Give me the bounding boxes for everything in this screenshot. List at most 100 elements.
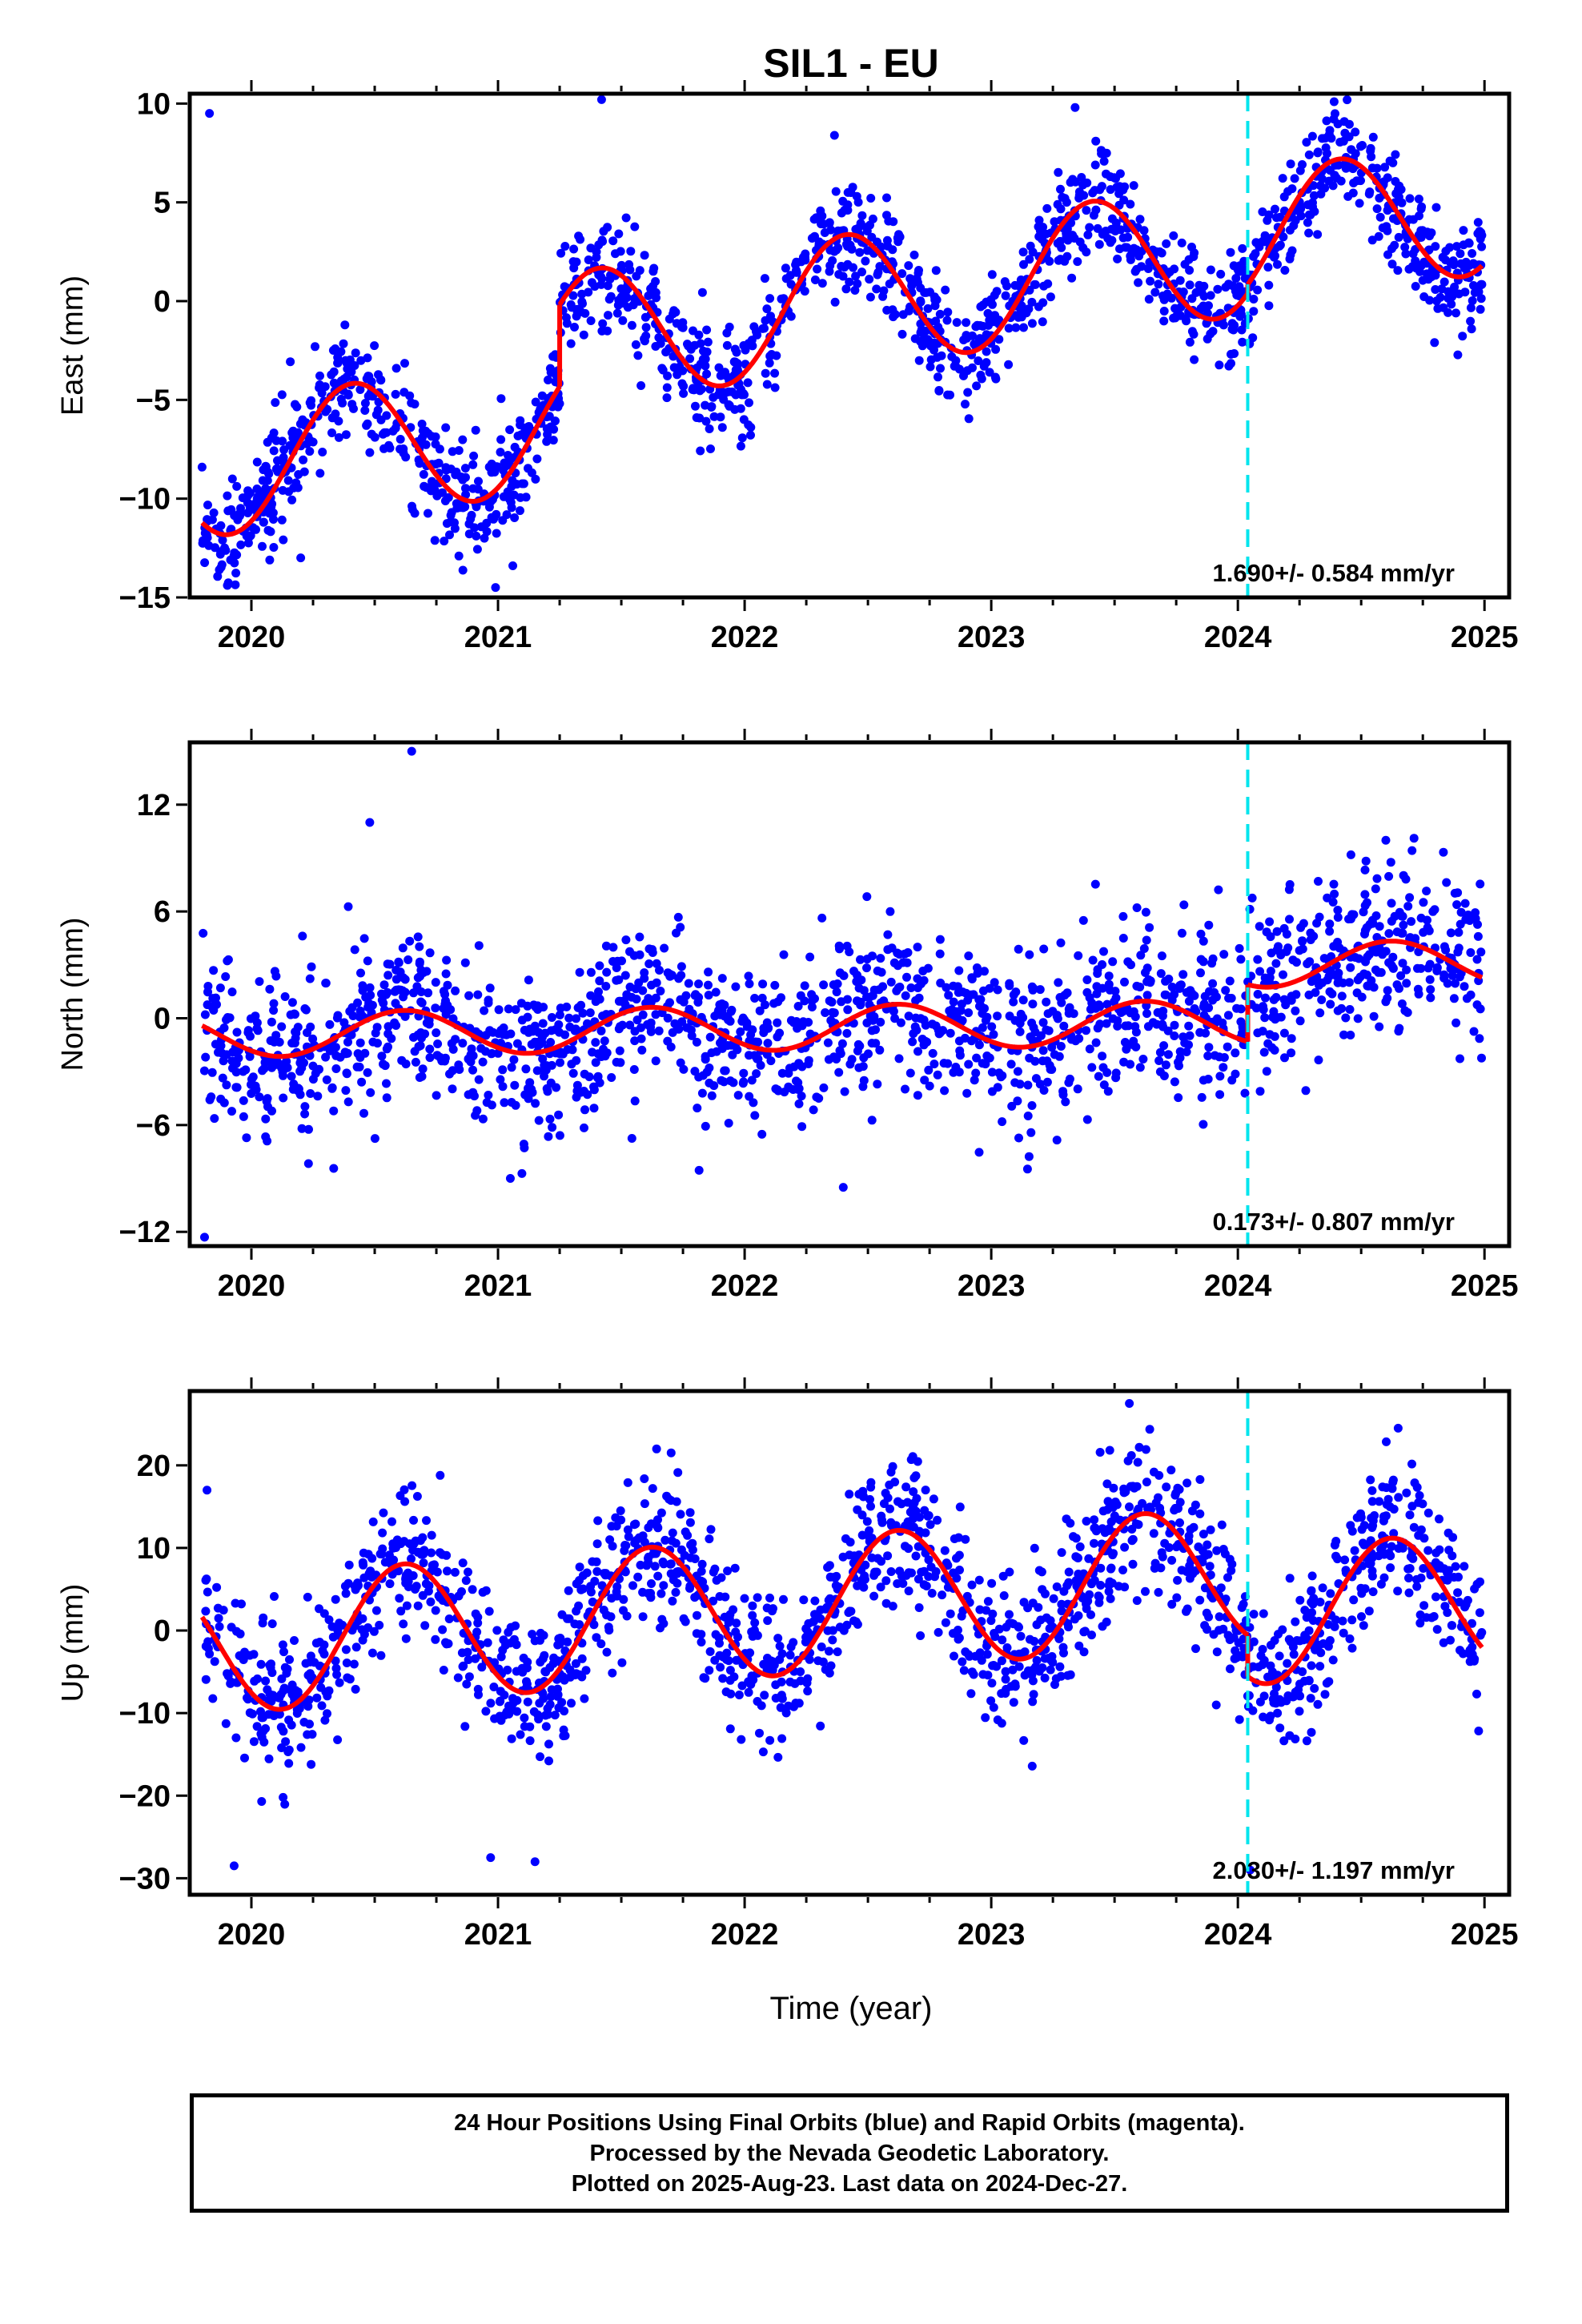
data-point: [731, 365, 741, 375]
data-point: [924, 1065, 934, 1075]
data-point: [343, 1097, 353, 1107]
data-point: [1159, 316, 1169, 326]
data-point: [516, 416, 525, 425]
data-point: [637, 1045, 647, 1055]
model-segment: [557, 199, 1250, 388]
data-point: [1090, 160, 1100, 170]
data-point: [305, 398, 315, 408]
data-point: [1182, 316, 1191, 326]
data-point: [1167, 1555, 1177, 1565]
data-point: [413, 932, 423, 942]
data-point: [823, 1562, 833, 1572]
data-point: [964, 414, 974, 424]
data-point: [1346, 963, 1355, 972]
data-point: [1059, 1021, 1069, 1031]
data-point: [575, 967, 584, 977]
data-point: [1051, 1674, 1061, 1683]
data-point: [1431, 285, 1440, 294]
data-point: [1014, 1133, 1023, 1143]
data-point: [554, 1110, 564, 1120]
data-point: [1187, 989, 1197, 999]
x-tick-label: 2023: [958, 621, 1026, 654]
data-point: [304, 1124, 313, 1134]
data-point: [567, 1059, 576, 1069]
data-point: [360, 406, 370, 415]
data-point: [498, 1082, 508, 1092]
data-point: [1253, 990, 1263, 999]
data-point: [221, 545, 231, 555]
data-point: [259, 1737, 269, 1747]
data-point: [1262, 1067, 1271, 1076]
data-point: [896, 1018, 905, 1027]
data-point: [1070, 234, 1079, 243]
data-point: [1201, 1028, 1211, 1038]
data-point: [965, 1651, 974, 1661]
data-point: [1249, 295, 1259, 304]
data-point: [512, 1039, 522, 1048]
data-point: [760, 274, 769, 283]
data-point: [287, 1720, 296, 1730]
data-point: [441, 969, 451, 979]
data-point: [959, 371, 968, 380]
data-point: [1318, 1583, 1327, 1593]
data-point: [755, 1728, 764, 1738]
data-point: [293, 1023, 303, 1032]
data-point: [1396, 971, 1406, 980]
data-point: [766, 1056, 776, 1066]
data-point: [598, 1011, 608, 1021]
data-point: [889, 312, 898, 322]
data-point: [203, 501, 212, 510]
data-point: [1062, 251, 1072, 261]
data-point: [454, 446, 464, 455]
data-point: [591, 1058, 600, 1068]
data-point: [401, 1578, 411, 1588]
data-point: [785, 1651, 795, 1660]
data-point: [325, 1019, 335, 1029]
data-point: [730, 404, 740, 414]
data-point: [685, 1004, 694, 1014]
data-point: [1391, 189, 1401, 199]
data-point: [1078, 1594, 1087, 1602]
data-point: [1105, 1445, 1114, 1455]
data-point: [1414, 1530, 1423, 1540]
data-point: [1170, 1031, 1179, 1040]
data-point: [373, 405, 383, 415]
data-point: [1029, 1023, 1038, 1032]
data-point: [1085, 1590, 1094, 1599]
data-point: [1028, 1598, 1038, 1608]
data-point: [1063, 1618, 1073, 1628]
data-point: [928, 1048, 938, 1058]
data-point: [1399, 870, 1408, 880]
data-point: [737, 433, 747, 443]
data-point: [560, 1707, 569, 1716]
data-point: [994, 1068, 1004, 1078]
data-point: [985, 983, 994, 993]
data-point: [1062, 1581, 1072, 1590]
data-point: [679, 381, 689, 391]
data-point: [1135, 215, 1145, 224]
data-point: [1031, 1074, 1041, 1084]
data-point: [252, 457, 262, 467]
data-point: [1238, 243, 1247, 253]
data-point: [1106, 1594, 1115, 1603]
data-point: [1050, 1050, 1059, 1059]
data-point: [1170, 1020, 1179, 1030]
data-point: [651, 277, 661, 286]
data-point: [1459, 226, 1468, 235]
data-point: [602, 1647, 612, 1657]
data-point: [453, 1673, 463, 1683]
data-point: [810, 1610, 819, 1619]
data-point: [1082, 1517, 1091, 1526]
data-point: [250, 1084, 259, 1094]
data-point: [644, 1552, 653, 1562]
data-point: [544, 1132, 553, 1141]
data-point: [421, 426, 431, 436]
data-point: [553, 402, 563, 412]
data-point: [319, 1609, 329, 1618]
data-point: [532, 454, 542, 464]
data-point: [861, 1560, 870, 1570]
data-point: [236, 540, 246, 549]
data-point: [1057, 1548, 1066, 1558]
data-point: [898, 1578, 908, 1588]
data-point: [772, 351, 781, 360]
